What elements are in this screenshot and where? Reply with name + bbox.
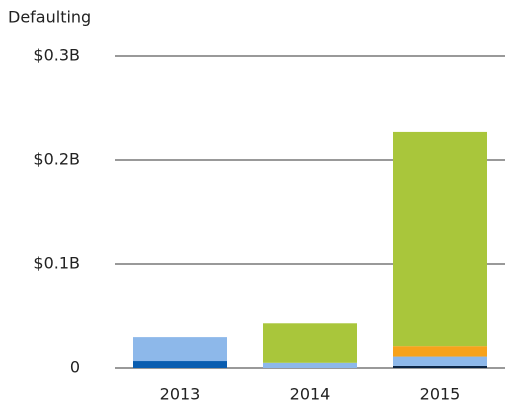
x-tick-label: 2013	[160, 385, 201, 404]
y-tick-label: $0.1B	[33, 254, 80, 273]
bar-segment	[393, 131, 487, 347]
bar-segment	[133, 361, 227, 368]
x-tick-label: 2014	[290, 385, 331, 404]
y-tick-label: $0.2B	[33, 150, 80, 169]
bar-segment	[393, 356, 487, 366]
bar-segment	[393, 346, 487, 357]
bar-segment	[263, 323, 357, 363]
chart-title: Defaulting	[8, 8, 91, 27]
bar-segment	[393, 365, 487, 368]
x-tick-label: 2015	[420, 385, 461, 404]
bar-segment	[263, 362, 357, 368]
y-tick-label: $0.3B	[33, 46, 80, 65]
bar-segment	[133, 337, 227, 362]
y-tick-label: 0	[70, 358, 80, 377]
